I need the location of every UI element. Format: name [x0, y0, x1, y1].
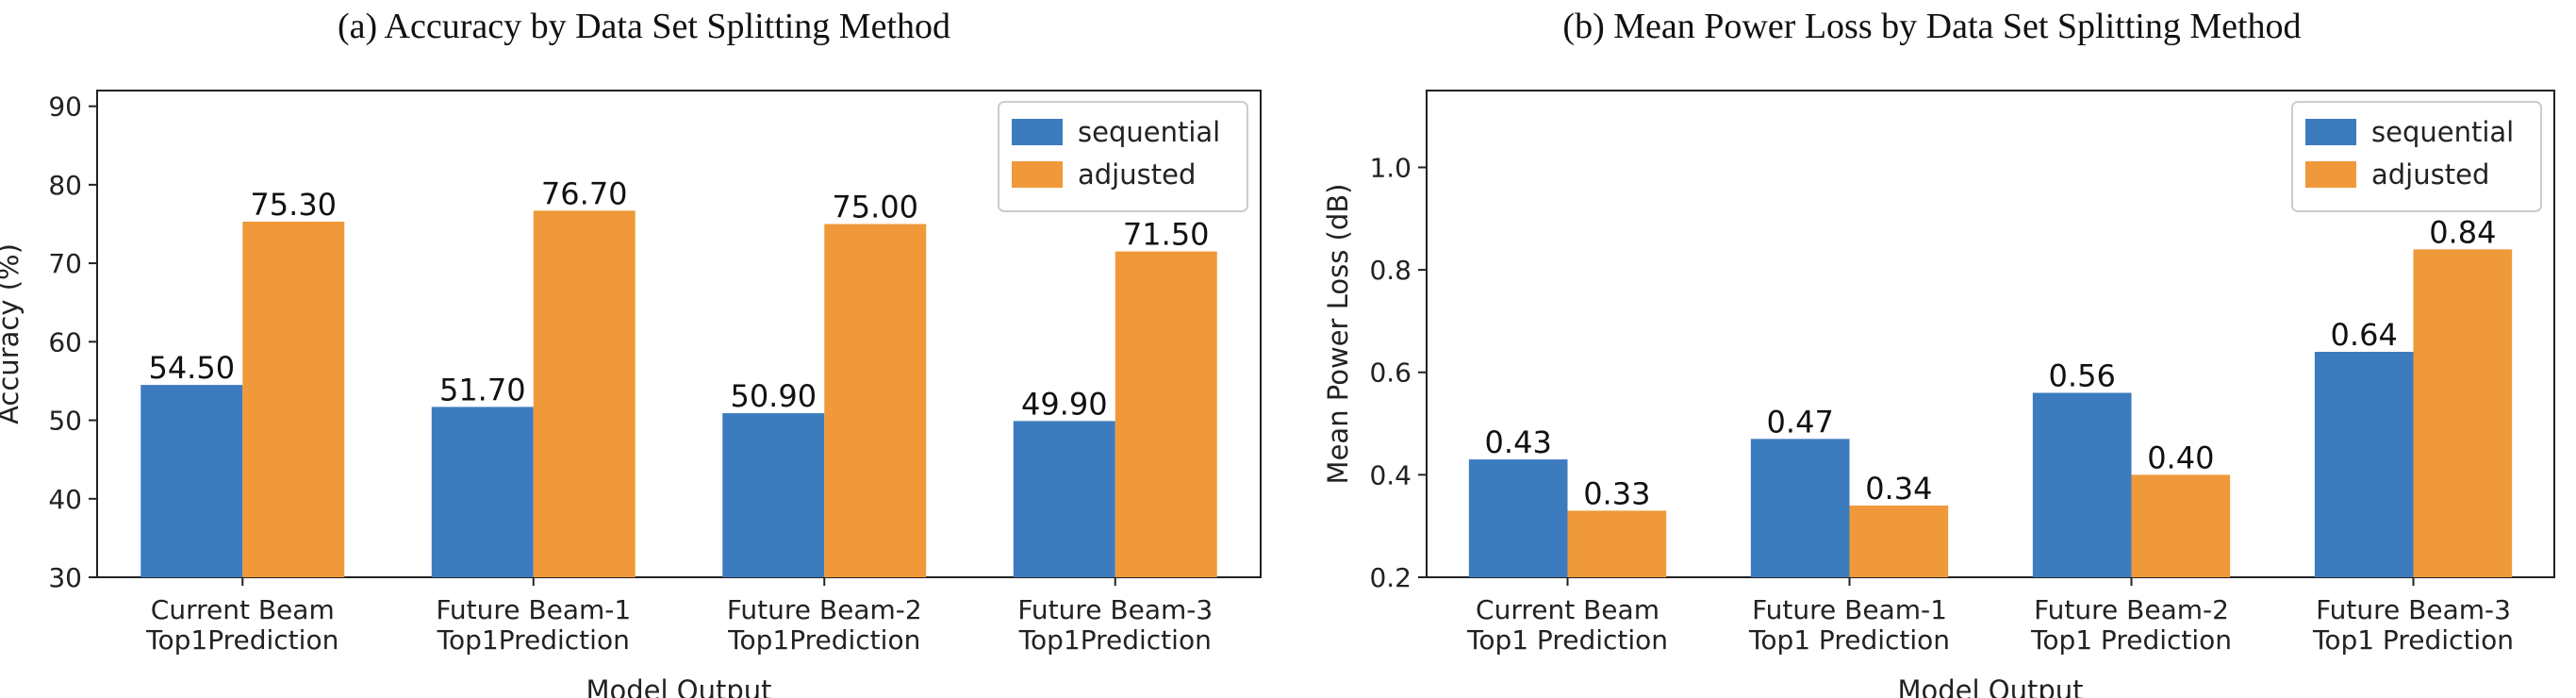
data-label: 0.56: [2049, 357, 2116, 393]
data-label: 0.33: [1583, 475, 1650, 511]
x-tick-label: Top1 Prediction: [2312, 624, 2514, 656]
legend-swatch-adjusted: [1012, 161, 1063, 188]
legend-swatch-sequential: [2305, 119, 2356, 145]
data-label: 75.00: [832, 189, 918, 224]
bar-sequential: [1468, 459, 1568, 577]
y-tick-label: 80: [48, 170, 82, 201]
data-label: 76.70: [541, 175, 628, 211]
bar-adjusted: [2413, 249, 2513, 577]
y-axis-label: Mean Power Loss (dB): [1322, 184, 1354, 485]
x-tick-label: Top1 Prediction: [2030, 624, 2232, 656]
x-tick-label: Future Beam-3: [2316, 594, 2511, 625]
chart-panel-power-loss: (b) Mean Power Loss by Data Set Splittin…: [1288, 0, 2576, 698]
data-label: 51.70: [439, 372, 526, 407]
y-tick-label: 70: [48, 248, 82, 279]
legend-label-sequential: sequential: [2371, 116, 2514, 148]
legend-label-adjusted: adjusted: [1078, 158, 1196, 191]
data-label: 0.84: [2429, 214, 2496, 250]
bar-adjusted: [242, 221, 345, 577]
y-tick-label: 0.8: [1369, 255, 1412, 286]
data-label: 75.30: [250, 187, 337, 223]
accuracy-chart: 30 40 50 60 70 80 90 Accuracy (%) 54.50 75.30 Curr…: [0, 90, 1262, 698]
data-label: 71.50: [1123, 217, 1210, 253]
x-tick-label: Future Beam-2: [727, 594, 922, 625]
x-tick-label: Top1Prediction: [437, 624, 630, 656]
bar-adjusted: [1115, 251, 1217, 577]
y-tick-label: 40: [48, 484, 82, 515]
x-tick-label: Future Beam-1: [436, 594, 631, 625]
legend-swatch-adjusted: [2305, 161, 2356, 188]
x-axis-label: Model Output: [586, 674, 771, 698]
bar-sequential: [2314, 352, 2414, 577]
y-tick-label: 30: [48, 562, 82, 593]
x-tick-label: Current Beam: [1476, 594, 1660, 625]
x-tick-label: Future Beam-1: [1752, 594, 1947, 625]
y-tick-label: 0.4: [1369, 459, 1412, 490]
bar-adjusted: [2131, 474, 2231, 577]
y-tick-label: 0.2: [1369, 562, 1412, 593]
chart-panel-accuracy: (a) Accuracy by Data Set Splitting Metho…: [0, 7, 1262, 698]
bar-adjusted: [824, 224, 927, 577]
x-axis-label: Model Output: [1897, 674, 2083, 698]
x-tick-label: Future Beam-2: [2034, 594, 2229, 625]
legend-label-adjusted: adjusted: [2371, 158, 2489, 191]
y-tick-label: 90: [48, 91, 82, 123]
x-tick-label: Current Beam: [151, 594, 335, 625]
bar-sequential: [722, 413, 825, 577]
y-axis-label: Accuracy (%): [0, 243, 25, 424]
data-label: 0.64: [2331, 317, 2398, 353]
data-label: 49.90: [1021, 386, 1108, 422]
bar-adjusted: [1567, 510, 1667, 577]
bar-sequential: [1750, 439, 1850, 577]
plot-frame: [1426, 90, 2555, 578]
bar-sequential: [2032, 392, 2132, 577]
legend-swatch-sequential: [1012, 119, 1063, 145]
x-tick-label: Top1 Prediction: [1466, 624, 1668, 656]
chart-title: (b) Mean Power Loss by Data Set Splittin…: [1562, 7, 2302, 46]
x-tick-label: Future Beam-3: [1017, 594, 1213, 625]
x-tick-label: Top1Prediction: [145, 624, 339, 656]
plot-frame: [96, 90, 1262, 578]
data-label: 0.40: [2147, 440, 2214, 475]
y-tick-label: 60: [48, 326, 82, 357]
bar-adjusted: [533, 210, 636, 577]
bar-sequential: [140, 385, 243, 577]
data-label: 0.34: [1865, 471, 1932, 507]
data-label: 0.47: [1767, 404, 1834, 440]
data-label: 0.43: [1485, 424, 1552, 460]
y-tick-label: 1.0: [1369, 152, 1412, 183]
y-tick-label: 0.6: [1369, 357, 1412, 389]
bar-adjusted: [1849, 505, 1949, 577]
data-label: 50.90: [730, 378, 817, 414]
x-tick-label: Top1Prediction: [1018, 624, 1212, 656]
y-tick-label: 50: [48, 406, 82, 437]
x-tick-label: Top1Prediction: [727, 624, 920, 656]
bar-sequential: [1013, 421, 1115, 577]
data-label: 54.50: [148, 350, 235, 386]
legend-label-sequential: sequential: [1078, 116, 1220, 148]
x-tick-label: Top1 Prediction: [1748, 624, 1950, 656]
chart-title: (a) Accuracy by Data Set Splitting Metho…: [337, 7, 951, 46]
power-loss-chart: 0.2 0.4 0.6 0.8 1.0 Mean Power Loss (dB) 0.43 0…: [1322, 90, 2555, 698]
bar-sequential: [431, 407, 534, 577]
